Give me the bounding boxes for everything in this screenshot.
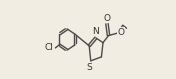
Text: O: O [118,28,125,37]
Text: S: S [86,63,92,72]
Text: Cl: Cl [45,43,54,52]
Text: N: N [93,27,99,36]
Text: O: O [103,14,110,23]
